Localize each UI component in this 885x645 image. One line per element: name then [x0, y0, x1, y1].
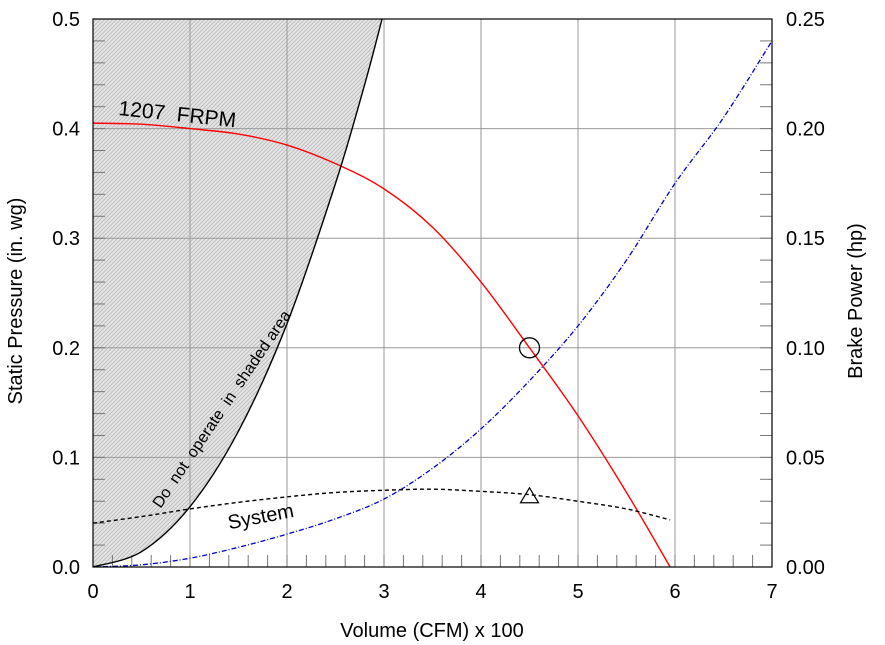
y2-tick-label: 0.05: [786, 447, 825, 469]
x-tick-label: 2: [281, 581, 292, 603]
x-tick-label: 0: [87, 581, 98, 603]
series-layer: [93, 19, 772, 567]
y-tick-label: 0.1: [52, 447, 80, 469]
x-tick-label: 6: [669, 581, 680, 603]
y-tick-label: 0.3: [52, 228, 80, 250]
y2-tick-label: 0.00: [786, 557, 825, 579]
marker-layer: [518, 337, 541, 504]
x-tick-label: 3: [378, 581, 389, 603]
x-tick-label: 4: [475, 581, 486, 603]
y-tick-label: 0.0: [52, 557, 80, 579]
system-point-marker: [519, 486, 540, 504]
operating-boundary-line: [93, 19, 383, 567]
grid: [93, 19, 772, 567]
minor-ticks: [92, 18, 773, 568]
y2-tick-label: 0.10: [786, 338, 825, 360]
x-tick-label: 1: [184, 581, 195, 603]
y2-tick-labels: 0.00 0.05 0.10 0.15 0.20 0.25: [786, 9, 825, 579]
x-tick-label: 7: [766, 581, 777, 603]
y-tick-labels: 0.0 0.1 0.2 0.3 0.4 0.5: [52, 9, 80, 579]
x-tick-labels: 0 1 2 3 4 5 6 7: [87, 581, 777, 603]
y-tick-label: 0.2: [52, 338, 80, 360]
y-tick-label: 0.5: [52, 9, 80, 31]
operating-point-marker: [518, 337, 541, 359]
y2-tick-label: 0.20: [786, 119, 825, 141]
brake-power-line: [93, 40, 772, 567]
system-curve-line: [93, 488, 671, 524]
x-tick-label: 5: [572, 581, 583, 603]
y2-tick-label: 0.15: [786, 228, 825, 250]
y2-tick-label: 0.25: [786, 9, 825, 31]
system-curve-label: System: [226, 500, 296, 534]
y2-axis-title: Brake Power (hp): [845, 223, 867, 379]
y-tick-label: 0.4: [52, 119, 80, 141]
fan-curve-line: [93, 122, 671, 567]
shaded-area: [93, 19, 383, 567]
x-axis-title: Volume (CFM) x 100: [340, 620, 523, 642]
plot-frame: [92, 18, 773, 568]
y-axis-title: Static Pressure (in. wg): [5, 198, 27, 405]
